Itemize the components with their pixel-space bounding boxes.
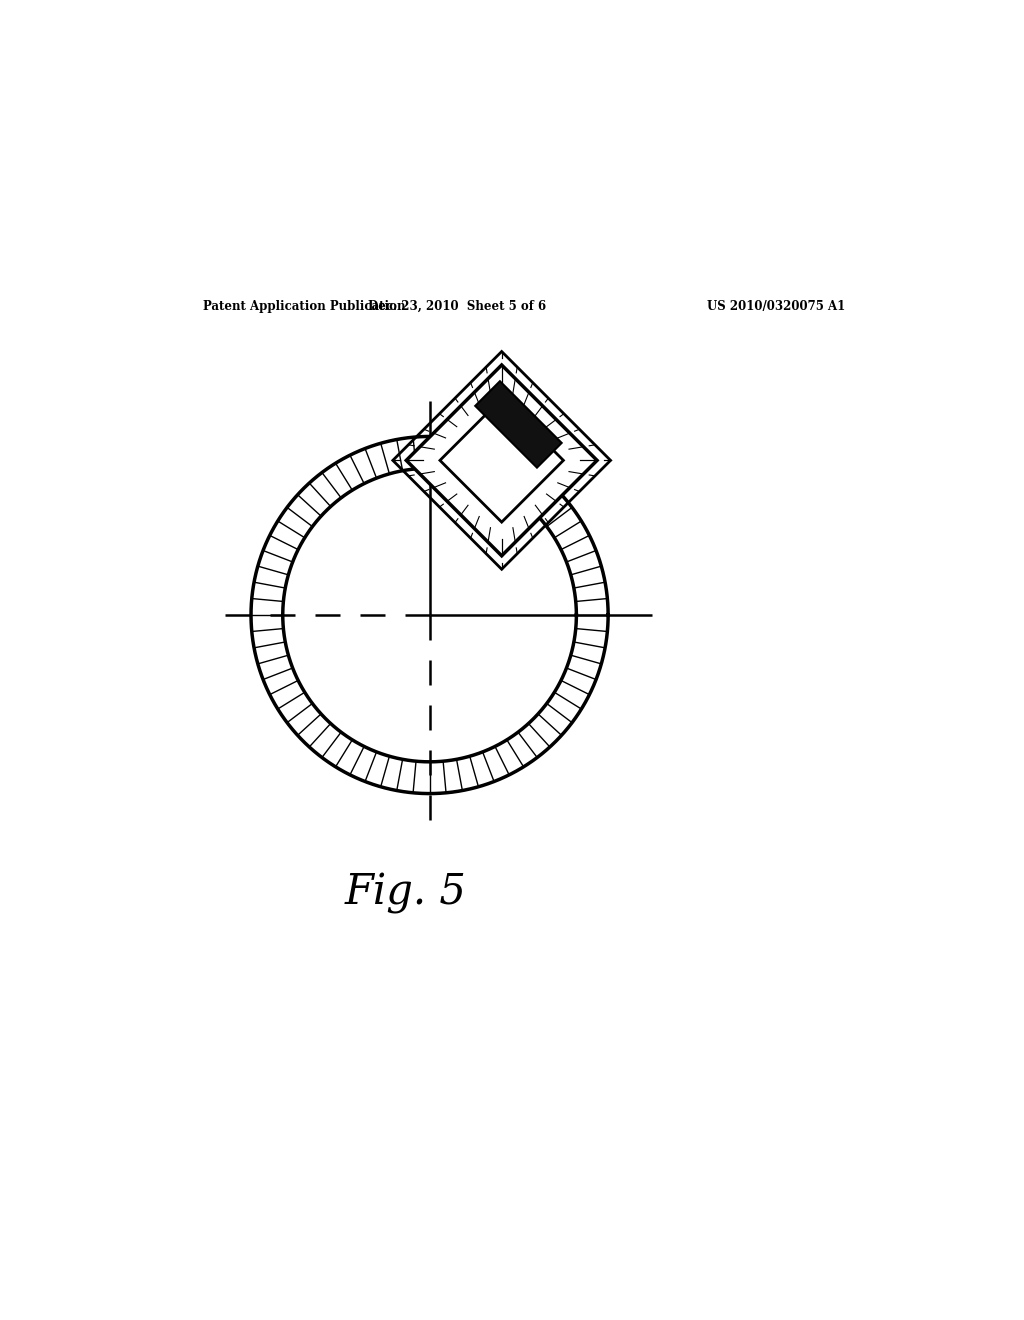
Polygon shape bbox=[475, 381, 561, 467]
Text: Patent Application Publication: Patent Application Publication bbox=[204, 300, 406, 313]
Text: Fig. 5: Fig. 5 bbox=[345, 871, 467, 913]
Text: US 2010/0320075 A1: US 2010/0320075 A1 bbox=[708, 300, 846, 313]
Text: Dec. 23, 2010  Sheet 5 of 6: Dec. 23, 2010 Sheet 5 of 6 bbox=[369, 300, 547, 313]
Polygon shape bbox=[440, 399, 563, 523]
Polygon shape bbox=[407, 366, 597, 556]
